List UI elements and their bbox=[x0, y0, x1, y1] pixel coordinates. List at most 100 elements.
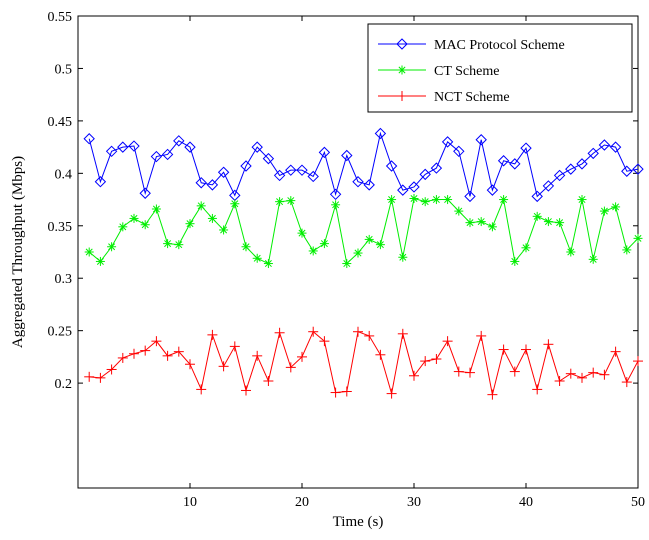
data-point-mac-protocol-scheme bbox=[240, 160, 252, 172]
data-point-nct-scheme bbox=[196, 384, 207, 395]
diamond-marker-shape bbox=[117, 141, 129, 153]
asterisk-stroke bbox=[556, 219, 564, 227]
data-point-mac-protocol-scheme bbox=[553, 169, 566, 182]
data-point-ct-scheme bbox=[431, 195, 441, 205]
data-point-nct-scheme bbox=[476, 330, 487, 341]
asterisk-stroke bbox=[320, 240, 328, 248]
data-point-mac-protocol-scheme bbox=[531, 190, 543, 203]
data-point-ct-scheme bbox=[308, 246, 318, 256]
diamond-marker-shape bbox=[273, 169, 286, 182]
data-point-nct-scheme bbox=[285, 362, 296, 373]
asterisk-stroke bbox=[85, 248, 93, 256]
asterisk-stroke bbox=[612, 203, 620, 211]
data-point-mac-protocol-scheme bbox=[385, 160, 398, 172]
asterisk-stroke bbox=[399, 253, 407, 261]
data-point-ct-scheme bbox=[297, 228, 307, 238]
data-point-nct-scheme bbox=[319, 336, 330, 347]
data-point-ct-scheme bbox=[275, 197, 285, 207]
legend-label: NCT Scheme bbox=[434, 90, 510, 105]
data-point-ct-scheme bbox=[599, 206, 609, 216]
diamond-marker-shape bbox=[94, 176, 107, 188]
data-point-ct-scheme bbox=[140, 220, 150, 230]
x-tick-label: 20 bbox=[295, 495, 309, 510]
asterisk-stroke bbox=[186, 220, 194, 228]
data-point-mac-protocol-scheme bbox=[509, 158, 521, 170]
x-tick-label: 40 bbox=[519, 495, 533, 510]
data-point-mac-protocol-scheme bbox=[363, 179, 375, 191]
diamond-marker-shape bbox=[576, 158, 588, 170]
asterisk-stroke bbox=[376, 241, 384, 249]
data-point-mac-protocol-scheme bbox=[632, 163, 644, 175]
asterisk-stroke bbox=[600, 207, 608, 215]
data-point-nct-scheme bbox=[140, 345, 151, 356]
diamond-marker-shape bbox=[206, 179, 219, 191]
diamond-marker-shape bbox=[509, 158, 521, 170]
data-point-mac-protocol-scheme bbox=[161, 148, 174, 161]
data-point-mac-protocol-scheme bbox=[352, 176, 364, 188]
asterisk-stroke bbox=[354, 249, 362, 257]
data-point-nct-scheme bbox=[162, 350, 173, 361]
legend-swatch-marker bbox=[396, 38, 408, 50]
data-point-ct-scheme bbox=[409, 194, 419, 204]
data-point-nct-scheme bbox=[207, 329, 218, 340]
diamond-marker-shape bbox=[396, 38, 408, 50]
diamond-marker-shape bbox=[352, 176, 364, 188]
data-point-nct-scheme bbox=[151, 336, 162, 347]
data-point-nct-scheme bbox=[84, 371, 95, 382]
data-point-ct-scheme bbox=[555, 218, 565, 228]
diamond-marker-shape bbox=[531, 190, 543, 203]
data-point-mac-protocol-scheme bbox=[609, 141, 622, 153]
data-point-ct-scheme bbox=[319, 239, 329, 249]
data-point-ct-scheme bbox=[532, 211, 542, 221]
diamond-marker-shape bbox=[464, 190, 476, 203]
data-point-ct-scheme bbox=[521, 243, 531, 253]
data-point-mac-protocol-scheme bbox=[419, 168, 431, 181]
data-point-mac-protocol-scheme bbox=[475, 134, 487, 146]
data-point-nct-scheme bbox=[185, 359, 195, 370]
data-point-ct-scheme bbox=[465, 218, 475, 228]
asterisk-stroke bbox=[298, 229, 306, 237]
data-point-mac-protocol-scheme bbox=[173, 135, 185, 147]
asterisk-stroke bbox=[388, 196, 396, 204]
data-point-mac-protocol-scheme bbox=[105, 145, 118, 158]
data-point-nct-scheme bbox=[353, 326, 363, 337]
x-tick-label: 50 bbox=[631, 495, 645, 510]
diamond-marker-shape bbox=[598, 139, 611, 151]
asterisk-stroke bbox=[108, 243, 116, 251]
data-point-nct-scheme bbox=[565, 368, 576, 379]
data-point-mac-protocol-scheme bbox=[542, 180, 555, 192]
data-point-mac-protocol-scheme bbox=[441, 136, 454, 148]
data-point-ct-scheme bbox=[487, 222, 497, 232]
data-point-mac-protocol-scheme bbox=[408, 181, 420, 193]
asterisk-stroke bbox=[119, 223, 127, 231]
diamond-marker-shape bbox=[341, 149, 353, 162]
data-point-nct-scheme bbox=[621, 377, 632, 388]
diamond-marker-shape bbox=[195, 177, 207, 189]
diamond-marker-shape bbox=[161, 148, 174, 161]
diamond-marker-shape bbox=[374, 127, 387, 140]
data-point-ct-scheme bbox=[633, 233, 643, 243]
diamond-marker-shape bbox=[307, 170, 319, 183]
data-point-nct-scheme bbox=[498, 344, 509, 355]
asterisk-stroke bbox=[634, 234, 642, 242]
diamond-marker-shape bbox=[385, 160, 398, 172]
data-point-nct-scheme bbox=[588, 367, 599, 378]
data-point-ct-scheme bbox=[443, 195, 453, 205]
asterisk-stroke bbox=[343, 260, 351, 268]
diamond-marker-shape bbox=[285, 164, 297, 176]
asterisk-stroke bbox=[332, 201, 340, 209]
data-point-ct-scheme bbox=[163, 239, 173, 249]
data-point-mac-protocol-scheme bbox=[94, 176, 107, 188]
data-point-ct-scheme bbox=[543, 217, 553, 227]
asterisk-stroke bbox=[152, 205, 160, 213]
data-point-ct-scheme bbox=[185, 219, 195, 229]
data-point-nct-scheme bbox=[409, 370, 419, 381]
data-point-ct-scheme bbox=[375, 240, 385, 250]
data-point-mac-protocol-scheme bbox=[565, 163, 577, 175]
data-point-ct-scheme bbox=[107, 242, 117, 252]
data-point-ct-scheme bbox=[588, 254, 598, 264]
data-point-nct-scheme bbox=[308, 326, 319, 337]
series-nct-scheme bbox=[84, 326, 643, 400]
data-point-ct-scheme bbox=[331, 200, 341, 210]
asterisk-stroke bbox=[432, 196, 440, 204]
